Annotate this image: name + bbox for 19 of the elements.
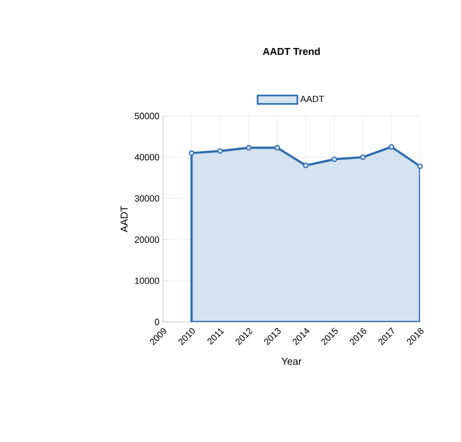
- y-tick-label: 20000: [134, 236, 160, 243]
- chart-title: AADT Trend: [262, 48, 320, 55]
- point: [246, 144, 252, 151]
- point: [360, 154, 366, 160]
- y-tick-label: 50000: [134, 112, 160, 120]
- x-axis-title: Year: [282, 358, 302, 365]
- y-tick-label: 40000: [134, 154, 160, 160]
- y-tick-label: 10000: [135, 278, 160, 284]
- y-axis-title: AADT: [120, 206, 128, 232]
- point: [302, 162, 309, 168]
- point: [188, 150, 194, 156]
- legend-label: AADT: [300, 96, 324, 102]
- point: [274, 144, 280, 151]
- point: [388, 144, 394, 150]
- y-tick-label: 0: [154, 318, 160, 326]
- point: [217, 148, 223, 154]
- point: [417, 163, 423, 170]
- point: [332, 156, 338, 162]
- y-tick-label: 30000: [134, 195, 160, 202]
